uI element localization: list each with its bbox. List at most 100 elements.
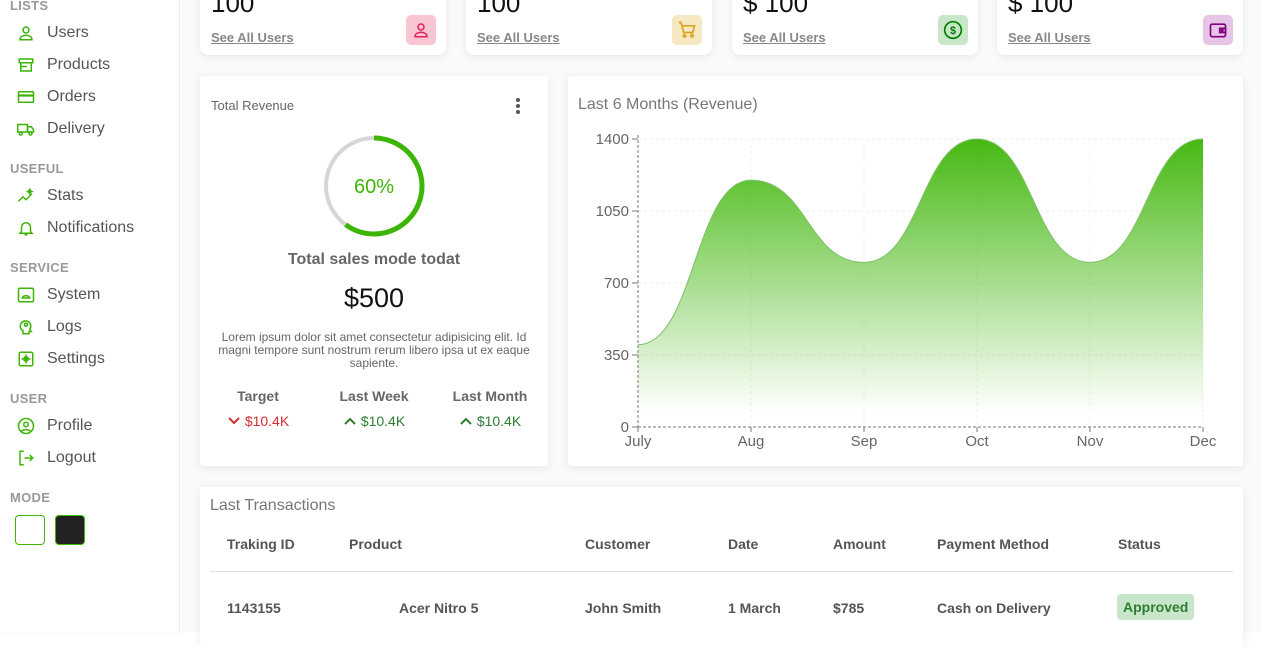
- chevron-down-icon: [227, 413, 241, 429]
- sidebar-item-notifications[interactable]: Notifications: [16, 216, 134, 240]
- featured-subtitle: Total sales mode todat: [287, 251, 461, 268]
- logout-icon: [16, 448, 36, 468]
- sidebar-item-products[interactable]: Products: [16, 53, 110, 77]
- widget-earnings: $ 100 See All Users $: [732, 0, 978, 55]
- cell-product: Acer Nitro 5: [399, 600, 479, 616]
- sidebar-item-label: Logout: [47, 449, 96, 466]
- revenue-area-chart: 0 350 700 1050 1400 July Aug Sep Oct Nov Dec: [596, 131, 1217, 450]
- sidebar-item-label: Users: [47, 24, 89, 41]
- header-amount: Amount: [833, 536, 886, 552]
- cell-customer: John Smith: [585, 600, 662, 616]
- stat-last-month: Last Month $10.4K: [432, 388, 548, 429]
- light-mode-button[interactable]: [15, 515, 45, 545]
- cell-payment-method: Cash on Delivery: [937, 600, 1051, 616]
- section-title-lists: LISTS: [10, 0, 49, 13]
- featured-title: Total Revenue: [211, 98, 295, 113]
- more-vert-icon[interactable]: [510, 96, 526, 116]
- y-tick-label: 350: [604, 347, 629, 364]
- sidebar-item-label: System: [47, 286, 101, 303]
- chart-card: Last 6 Months (Revenue) 0 350 700 1050 1400 J…: [568, 76, 1243, 466]
- gear-icon: [16, 349, 36, 369]
- sidebar-item-profile[interactable]: Profile: [16, 414, 92, 438]
- header-status: Status: [1118, 536, 1161, 552]
- sidebar-item-orders[interactable]: Orders: [16, 85, 96, 109]
- credit-card-icon: [16, 87, 36, 107]
- stat-title: Last Week: [339, 388, 409, 404]
- sidebar-item-system[interactable]: System: [16, 283, 100, 307]
- see-all-users-link[interactable]: See All Users: [743, 30, 826, 45]
- cell-tracking-id: 1143155: [227, 600, 281, 616]
- stat-value-wrap: $10.4K: [316, 413, 432, 429]
- y-tick-label: 1400: [596, 131, 629, 148]
- truck-icon: [16, 119, 36, 139]
- stat-value-wrap: $10.4K: [432, 413, 548, 429]
- table-divider: [210, 571, 1233, 572]
- sidebar-item-logout[interactable]: Logout: [16, 446, 96, 470]
- sidebar-item-label: Delivery: [47, 120, 105, 137]
- revenue-line: [637, 138, 1204, 346]
- y-tick-label: 0: [621, 419, 629, 436]
- dollar-icon: $: [938, 15, 968, 45]
- sidebar-item-stats[interactable]: Stats: [16, 184, 83, 208]
- y-tick-label: 1050: [596, 203, 629, 220]
- transactions-title: Last Transactions: [210, 497, 336, 514]
- header-customer: Customer: [585, 536, 651, 552]
- x-tick-label: Aug: [738, 433, 765, 450]
- person-icon: [16, 23, 36, 43]
- settings-system-icon: [16, 285, 36, 305]
- widget-number: $ 100: [743, 0, 809, 18]
- sidebar-item-label: Products: [47, 56, 111, 73]
- chart-title: Last 6 Months (Revenue): [578, 96, 758, 113]
- sidebar-item-logs[interactable]: Logs: [16, 315, 82, 339]
- main-content: 100 See All Users 100 See All Users $ 10…: [180, 0, 1261, 647]
- person-icon: [406, 15, 436, 45]
- stat-value: $10.4K: [476, 413, 522, 429]
- stat-title: Last Month: [452, 388, 528, 404]
- store-icon: [16, 55, 36, 75]
- sidebar-item-label: Stats: [47, 187, 84, 204]
- featured-card: Total Revenue 60% Total sales mode todat…: [200, 76, 548, 466]
- see-all-users-link[interactable]: See All Users: [1008, 30, 1091, 45]
- stat-value-wrap: $10.4K: [200, 413, 316, 429]
- section-title-service: SERVICE: [10, 260, 69, 275]
- sidebar: LISTS Users Products Orders Delivery USE…: [0, 0, 180, 632]
- widget-users: 100 See All Users: [200, 0, 446, 55]
- section-title-useful: USEFUL: [10, 161, 64, 176]
- chevron-up-icon: [459, 413, 473, 429]
- status-badge: Approved: [1117, 594, 1195, 620]
- revenue-area: [638, 139, 1203, 427]
- widget-balance: $ 100 See All Users: [997, 0, 1243, 55]
- account-circle-icon: [16, 416, 36, 436]
- progress-arc: [323, 135, 425, 237]
- widget-number: $ 100: [1008, 0, 1074, 18]
- see-all-users-link[interactable]: See All Users: [477, 30, 560, 45]
- sidebar-item-label: Profile: [47, 417, 93, 434]
- section-title-user: USER: [10, 391, 48, 406]
- dark-mode-button[interactable]: [55, 515, 85, 545]
- header-tracking-id: Traking ID: [227, 536, 295, 552]
- featured-stats: Target $10.4K Last Week $10.4K Last Mont…: [200, 388, 548, 429]
- sidebar-item-delivery[interactable]: Delivery: [16, 117, 105, 141]
- widget-number: 100: [211, 0, 255, 18]
- sidebar-item-settings[interactable]: Settings: [16, 347, 105, 371]
- progress-label: 60%: [354, 176, 394, 198]
- svg-text:$: $: [950, 25, 956, 37]
- sidebar-item-label: Logs: [47, 318, 82, 335]
- sidebar-item-label: Notifications: [47, 219, 135, 236]
- y-tick-label: 700: [604, 275, 629, 292]
- cell-date: 1 March: [728, 600, 781, 616]
- chevron-up-icon: [343, 413, 357, 429]
- x-tick-label: Nov: [1077, 433, 1104, 450]
- sidebar-item-users[interactable]: Users: [16, 21, 89, 45]
- wallet-icon: [1203, 15, 1233, 45]
- insights-icon: [16, 186, 36, 206]
- stat-last-week: Last Week $10.4K: [316, 388, 432, 429]
- widget-number: 100: [477, 0, 521, 18]
- see-all-users-link[interactable]: See All Users: [211, 30, 294, 45]
- transactions-card: Last Transactions: [200, 487, 1243, 647]
- stat-value: $10.4K: [244, 413, 290, 429]
- x-tick-label: July: [625, 433, 652, 450]
- sidebar-item-label: Orders: [47, 88, 96, 105]
- header-payment-method: Payment Method: [937, 536, 1050, 552]
- section-title-mode: MODE: [10, 490, 51, 505]
